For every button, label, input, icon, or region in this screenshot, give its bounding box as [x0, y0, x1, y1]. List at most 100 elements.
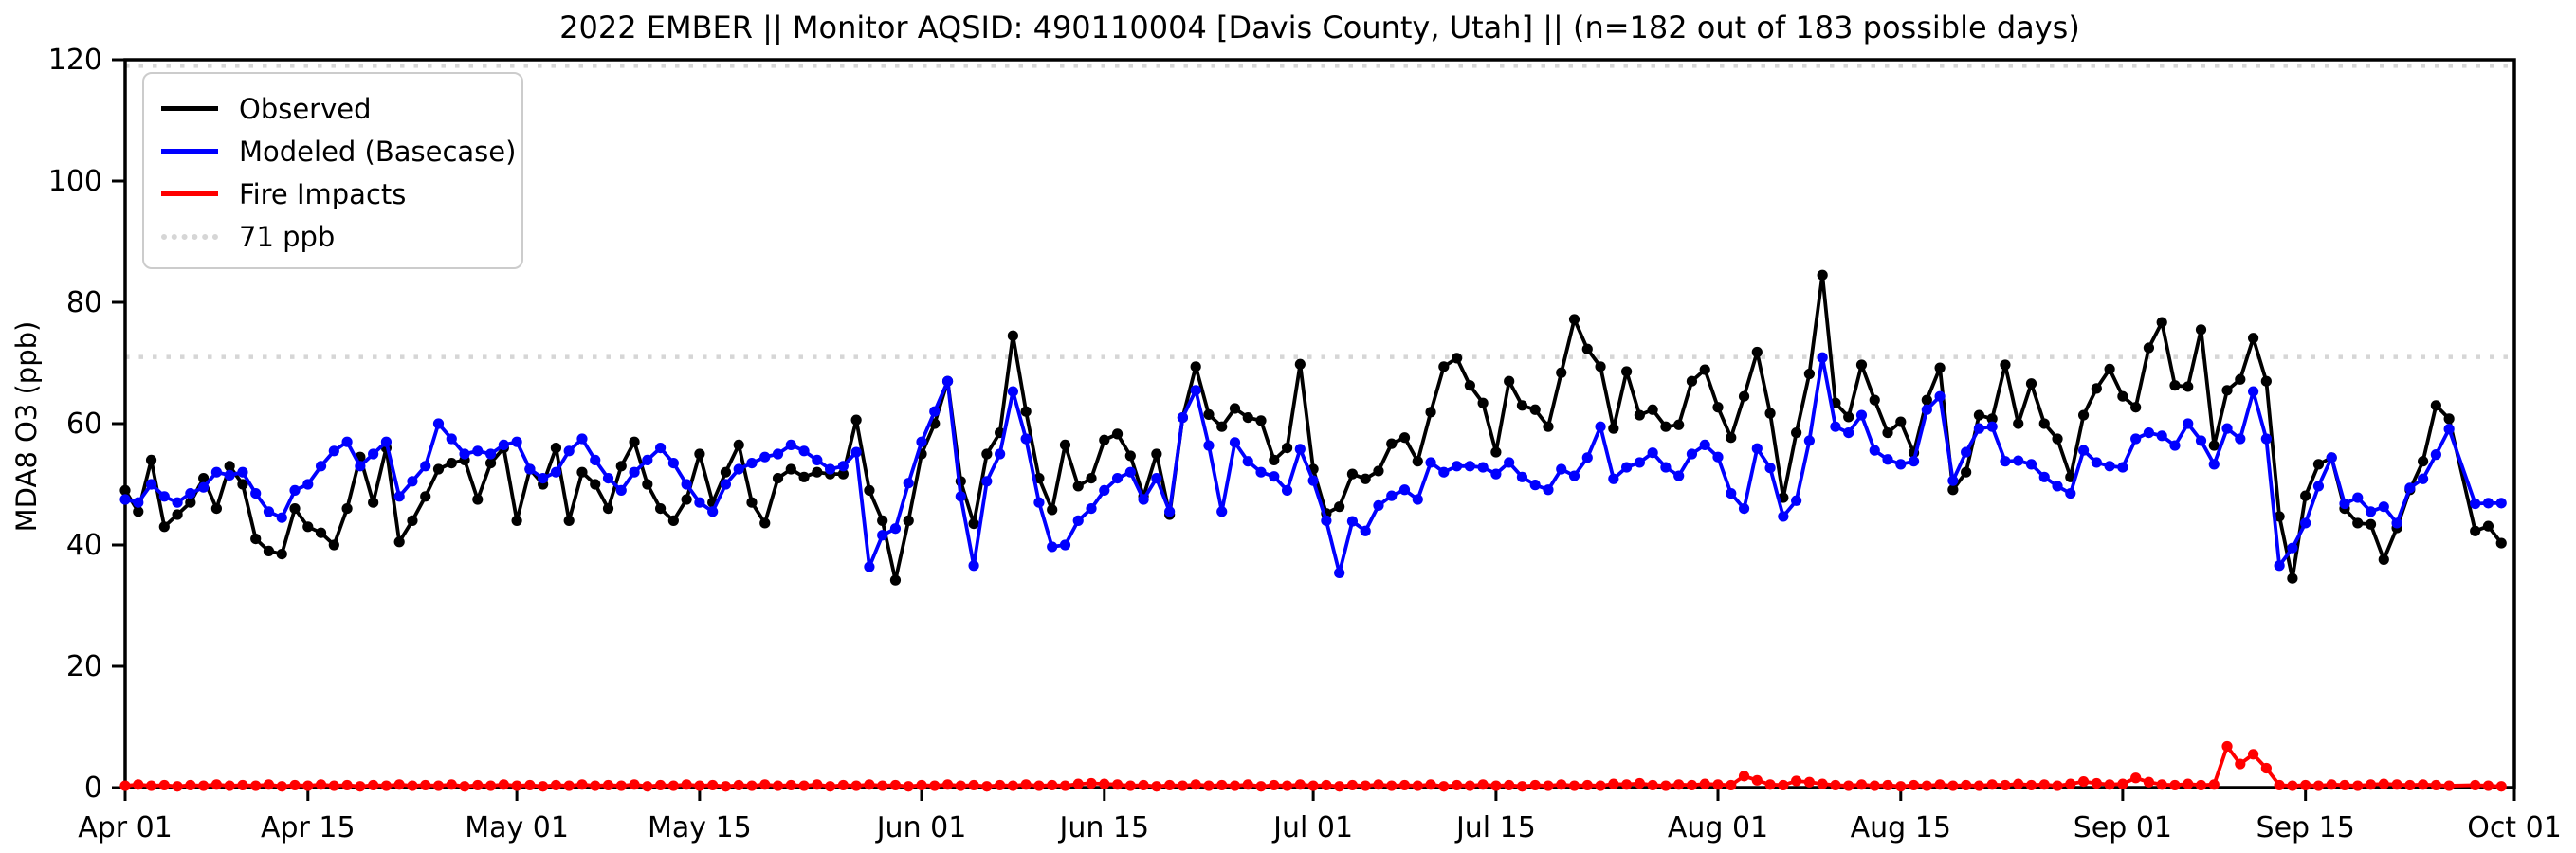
data-point-marker — [1882, 427, 1893, 439]
data-point-marker — [629, 779, 640, 790]
series-line-observed — [123, 273, 2503, 583]
data-point-marker — [185, 779, 196, 791]
data-point-marker — [1869, 394, 1880, 406]
data-point-marker — [563, 445, 575, 457]
data-point-marker — [1516, 781, 1528, 792]
data-point-marker — [1425, 779, 1436, 790]
data-point-marker — [1986, 413, 1998, 425]
data-point-marker — [1190, 385, 1201, 396]
data-point-marker — [224, 780, 235, 791]
data-point-marker — [2195, 435, 2207, 446]
data-point-marker — [889, 574, 902, 586]
data-point-marker — [837, 468, 849, 480]
data-point-marker — [328, 539, 339, 551]
data-point-marker — [2247, 386, 2259, 397]
data-point-marker — [1961, 446, 1972, 458]
data-point-marker — [2482, 520, 2494, 532]
data-point-marker — [2025, 459, 2037, 470]
data-point-marker — [315, 461, 327, 472]
data-point-marker — [1203, 408, 1215, 420]
data-point-marker — [2156, 779, 2167, 790]
data-point-marker — [1242, 412, 1253, 424]
data-point-marker — [2104, 461, 2115, 472]
data-point-marker — [2143, 342, 2155, 354]
data-point-marker — [1321, 515, 1332, 527]
data-point-marker — [1033, 780, 1045, 791]
data-point-marker — [1516, 400, 1528, 411]
data-point-marker — [472, 779, 484, 791]
data-point-marker — [2443, 413, 2455, 425]
data-point-marker — [1855, 779, 1868, 790]
data-point-marker — [772, 448, 784, 460]
data-point-marker — [1072, 515, 1084, 527]
data-point-marker — [1020, 433, 1032, 445]
data-point-marker — [2287, 542, 2298, 554]
data-point-marker — [1477, 779, 1489, 790]
data-point-marker — [2000, 456, 2011, 467]
data-point-marker — [1033, 497, 1045, 508]
data-point-marker — [1451, 353, 1463, 364]
data-point-marker — [929, 780, 941, 791]
data-point-marker — [1086, 503, 1097, 515]
data-point-marker — [1934, 362, 1946, 373]
data-point-marker — [2443, 780, 2455, 791]
data-point-marker — [2365, 518, 2377, 530]
data-point-marker — [407, 780, 418, 791]
data-point-marker — [759, 517, 771, 529]
data-point-marker — [1360, 525, 1371, 536]
data-point-marker — [250, 780, 262, 791]
data-point-marker — [877, 780, 888, 791]
data-point-marker — [1608, 423, 1619, 434]
data-point-marker — [1111, 473, 1124, 484]
data-point-marker — [1360, 473, 1371, 484]
data-point-marker — [1386, 490, 1398, 501]
data-point-marker — [119, 494, 131, 505]
data-point-marker — [328, 445, 339, 457]
data-point-marker — [1699, 439, 1710, 450]
data-point-marker — [393, 491, 405, 502]
data-point-marker — [1595, 421, 1606, 432]
data-point-marker — [2235, 373, 2246, 385]
data-point-marker — [1764, 408, 1776, 419]
data-point-marker — [654, 779, 667, 791]
data-point-marker — [1269, 471, 1280, 482]
data-point-marker — [302, 479, 314, 490]
data-point-marker — [590, 479, 601, 490]
data-point-marker — [407, 515, 418, 527]
data-point-marker — [224, 469, 235, 481]
data-point-marker — [341, 436, 353, 447]
data-point-marker — [1934, 779, 1946, 790]
data-point-marker — [1281, 780, 1293, 791]
data-point-marker — [2352, 780, 2364, 791]
data-point-marker — [1673, 470, 1685, 481]
data-point-marker — [916, 779, 927, 791]
data-point-marker — [2013, 778, 2024, 789]
data-point-marker — [2391, 779, 2402, 790]
data-point-marker — [2495, 537, 2507, 549]
data-point-marker — [2013, 418, 2024, 429]
data-point-marker — [1882, 454, 1893, 465]
x-tick-label: May 15 — [648, 811, 752, 844]
data-point-marker — [198, 481, 210, 493]
data-point-marker — [1751, 443, 1763, 454]
data-point-marker — [2470, 779, 2481, 791]
data-point-marker — [1543, 484, 1554, 496]
data-point-marker — [563, 515, 575, 527]
data-point-marker — [119, 780, 131, 791]
data-point-marker — [1817, 269, 1828, 281]
data-point-marker — [498, 439, 509, 450]
data-point-marker — [2274, 511, 2285, 522]
data-point-marker — [1556, 367, 1567, 378]
data-point-marker — [759, 451, 771, 463]
data-point-marker — [2339, 498, 2350, 510]
data-point-marker — [2418, 779, 2429, 790]
data-point-marker — [825, 463, 836, 475]
data-point-marker — [1621, 366, 1633, 377]
data-point-marker — [511, 780, 522, 791]
legend-line-glyph — [161, 233, 218, 240]
data-point-marker — [1464, 380, 1475, 391]
data-point-marker — [2365, 779, 2377, 790]
data-point-marker — [446, 433, 457, 445]
data-point-marker — [785, 463, 796, 475]
